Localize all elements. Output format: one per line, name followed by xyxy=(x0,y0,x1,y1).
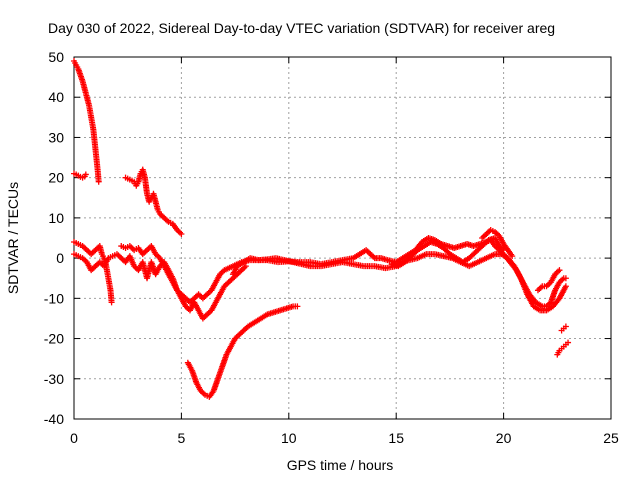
y-tick-label: -30 xyxy=(44,371,64,387)
series-trace-c xyxy=(122,166,185,237)
series-trace-j xyxy=(534,267,563,294)
data-point-marker xyxy=(294,303,301,310)
x-tick-label: 10 xyxy=(281,430,297,446)
data-point-marker xyxy=(108,299,115,306)
chart-title: Day 030 of 2022, Sidereal Day-to-day VTE… xyxy=(48,20,555,36)
y-tick-label: -10 xyxy=(44,290,64,306)
y-tick-label: 30 xyxy=(48,129,64,145)
grid-lines xyxy=(74,57,611,419)
x-tick-label: 5 xyxy=(178,430,186,446)
y-tick-label: 50 xyxy=(48,49,64,65)
series-trace-i xyxy=(479,226,516,260)
series-trace-h xyxy=(388,235,507,270)
x-tick-label: 0 xyxy=(70,430,78,446)
axis-ticks xyxy=(73,56,612,420)
y-axis-label: SDTVAR / TECUs xyxy=(5,182,21,294)
data-point-marker xyxy=(556,267,563,274)
series-trace-a xyxy=(71,58,102,185)
y-tick-label: -40 xyxy=(44,411,64,427)
data-point-marker xyxy=(562,323,569,330)
x-tick-label: 20 xyxy=(496,430,512,446)
y-tick-label: 10 xyxy=(48,210,64,226)
data-point-marker xyxy=(509,253,516,260)
series-trace-g xyxy=(229,251,569,314)
tick-labels: 0 5 10 15 20 25 50 40 30 20 10 0 -10 -20 -30 -40 xyxy=(44,49,619,446)
data-point-marker xyxy=(565,339,572,346)
plot-frame xyxy=(73,56,612,420)
y-tick-label: -20 xyxy=(44,331,64,347)
x-tick-label: 25 xyxy=(603,430,619,446)
series-trace-b xyxy=(71,170,89,181)
y-tick-label: 0 xyxy=(56,250,64,266)
y-tick-label: 40 xyxy=(48,89,64,105)
x-axis-label: GPS time / hours xyxy=(287,457,394,473)
y-tick-label: 20 xyxy=(48,170,64,186)
data-point-marker xyxy=(242,263,249,270)
data-point-marker xyxy=(562,283,569,290)
data-point-marker xyxy=(95,178,102,185)
data-point-marker xyxy=(82,171,89,178)
series-trace-l xyxy=(554,339,572,358)
x-tick-label: 15 xyxy=(388,430,404,446)
data-point-marker xyxy=(562,275,569,282)
data-marks xyxy=(71,58,572,400)
series-trace-d xyxy=(71,239,115,306)
data-point-marker xyxy=(178,230,185,237)
series-trace-k xyxy=(184,303,301,400)
series-trace-m xyxy=(558,323,569,334)
